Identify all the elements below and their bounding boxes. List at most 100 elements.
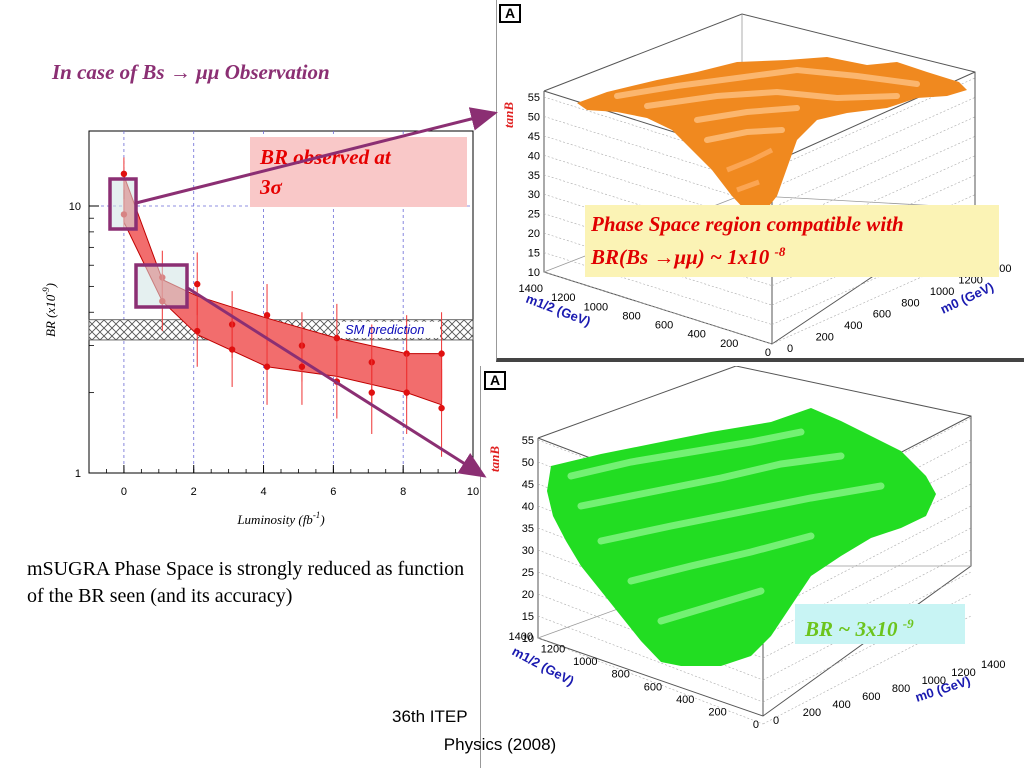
highlight-box-1fb bbox=[134, 263, 189, 309]
y-tick-label: 600 bbox=[873, 309, 891, 321]
x-tick-label: 2 bbox=[191, 486, 197, 498]
z-tick-label: 20 bbox=[528, 228, 540, 240]
green-annotation: BR ~ 3x10 -9 bbox=[795, 604, 965, 644]
data-point bbox=[228, 346, 236, 353]
data-point bbox=[333, 334, 341, 342]
orange-3d-plot: 55 50 45 40 35 30 25 20 15 10 1400 1200 1000 800 600 40… bbox=[501, 13, 1011, 358]
y-tick-label: 200 bbox=[803, 707, 821, 719]
data-point bbox=[298, 363, 306, 370]
x-tick-label: 0 bbox=[121, 486, 127, 498]
x-tick-label: 10 bbox=[467, 486, 479, 498]
panel-b-label: A bbox=[484, 371, 507, 390]
z-tick-label: 35 bbox=[522, 523, 534, 535]
y-axis-label: BR (x10-9) bbox=[41, 283, 58, 337]
orange-annotation-line2: BR(Bs →μμ) ~ 1x10 bbox=[591, 245, 770, 269]
x-tick-label: 400 bbox=[676, 694, 694, 706]
z-tick-label: 40 bbox=[522, 501, 534, 513]
data-point bbox=[194, 327, 201, 335]
slide-title: In case of Bs → μμ Observation bbox=[52, 60, 330, 84]
z-tick-label: 30 bbox=[522, 545, 534, 557]
body-text: mSUGRA Phase Space is strongly reduced a… bbox=[27, 558, 465, 607]
footer-line1: 36th ITEP bbox=[392, 707, 468, 726]
x-tick-label: 1000 bbox=[584, 301, 608, 313]
x-tick-label: 600 bbox=[644, 681, 662, 693]
y-tick-label: 400 bbox=[844, 320, 862, 332]
orange-annotation-exp: -8 bbox=[774, 244, 786, 259]
br-vs-luminosity-chart: 0 2 4 6 8 10 1 10 BR observed at 3σ SM predicti… bbox=[41, 130, 479, 527]
x-tick-label: 6 bbox=[330, 486, 336, 498]
br-observed-label-line2: 3σ bbox=[259, 175, 283, 199]
z-tick-label: 55 bbox=[528, 92, 540, 104]
y-tick-label: 1200 bbox=[951, 667, 975, 679]
x-tick-label: 1200 bbox=[541, 644, 565, 656]
y-tick-label: 1400 bbox=[981, 659, 1005, 671]
x-tick-label: 8 bbox=[400, 486, 406, 498]
x-tick-label: 0 bbox=[765, 347, 771, 358]
data-point bbox=[438, 350, 445, 357]
y-tick-label: 400 bbox=[832, 699, 850, 711]
z-tick-label: 45 bbox=[528, 131, 540, 143]
data-point bbox=[368, 389, 375, 396]
z-tick-label: 10 bbox=[528, 267, 540, 279]
panel-green-surface: A 55 50 45 40 35 30 25 20 15 10 1400 1200 1000 800 600… bbox=[480, 366, 1024, 768]
y-tick-label: 800 bbox=[892, 683, 910, 695]
y-tick-label: 1200 bbox=[958, 274, 982, 286]
z-tick-label: 35 bbox=[528, 170, 540, 182]
data-point bbox=[120, 170, 128, 178]
data-point bbox=[194, 280, 201, 288]
x-tick-label: 1200 bbox=[551, 292, 575, 304]
x-tick-label: 4 bbox=[260, 486, 266, 498]
green-3d-plot: 5550454035302520151014001200100080060040… bbox=[487, 366, 1005, 731]
footer: 36th ITEP Physics (2008) bbox=[380, 703, 620, 759]
x-tick-label: 600 bbox=[655, 320, 673, 332]
br-observed-label-line1: BR observed at bbox=[259, 145, 392, 169]
x-tick-label: 1400 bbox=[509, 631, 533, 643]
panel-orange-surface: A 55 50 45 40 35 30 25 20 15 10 1400 1200 1000 800 600… bbox=[496, 0, 1024, 362]
z-tick-label: 30 bbox=[528, 189, 540, 201]
orange-annotation-line1: Phase Space region compatible with bbox=[591, 212, 904, 236]
y-tick-label: 200 bbox=[816, 332, 834, 344]
x-tick-label: 1000 bbox=[573, 656, 597, 668]
y-tick-label: 800 bbox=[901, 297, 919, 309]
y-tick-label: 0 bbox=[773, 715, 779, 727]
highlight-box-early bbox=[108, 177, 138, 231]
z-tick-label: 15 bbox=[528, 248, 540, 260]
footer-line2: Physics (2008) bbox=[443, 735, 557, 754]
data-point bbox=[403, 389, 410, 396]
z-tick-label: 50 bbox=[528, 111, 540, 123]
orange-annotation: Phase Space region compatible with BR(Bs… bbox=[585, 205, 999, 277]
x-tick-label: 800 bbox=[622, 310, 640, 322]
x-tick-label: 800 bbox=[611, 669, 629, 681]
z-tick-label: 45 bbox=[522, 479, 534, 491]
green-annotation-main: BR ~ 3x10 bbox=[805, 617, 898, 641]
z-tick-label: 55 bbox=[522, 435, 534, 447]
orange-zlabel: tanB bbox=[501, 102, 516, 128]
z-tick-label: 20 bbox=[522, 589, 534, 601]
green-surface bbox=[547, 408, 936, 666]
x-tick-label: 200 bbox=[720, 338, 738, 350]
z-tick-label: 10 bbox=[522, 633, 534, 645]
z-tick-label: 50 bbox=[522, 457, 534, 469]
y-tick-label: 1000 bbox=[930, 286, 954, 298]
green-zlabel: tanB bbox=[487, 446, 502, 472]
panel-a-label: A bbox=[499, 4, 522, 23]
x-tick-label: 0 bbox=[753, 719, 759, 731]
data-point bbox=[263, 311, 271, 319]
z-tick-label: 40 bbox=[528, 150, 540, 162]
y-tick-label: 0 bbox=[787, 343, 793, 355]
green-annotation-exp: -9 bbox=[902, 616, 914, 631]
x-tick-label: 1400 bbox=[519, 283, 543, 295]
x-tick-label: 400 bbox=[687, 329, 705, 341]
z-tick-label: 25 bbox=[522, 567, 534, 579]
data-point bbox=[263, 363, 271, 370]
x-tick-label: 200 bbox=[708, 706, 726, 718]
data-point bbox=[333, 378, 341, 385]
y-tick-label: 600 bbox=[862, 691, 880, 703]
data-point bbox=[438, 404, 445, 412]
y-tick-label: 1000 bbox=[922, 675, 946, 687]
z-tick-label: 25 bbox=[528, 209, 540, 221]
x-axis-label: Luminosity (fb-1) bbox=[236, 510, 324, 527]
y-tick-label: 10 bbox=[69, 201, 81, 213]
z-tick-label: 15 bbox=[522, 611, 534, 623]
sm-prediction-label: SM prediction bbox=[345, 322, 424, 337]
